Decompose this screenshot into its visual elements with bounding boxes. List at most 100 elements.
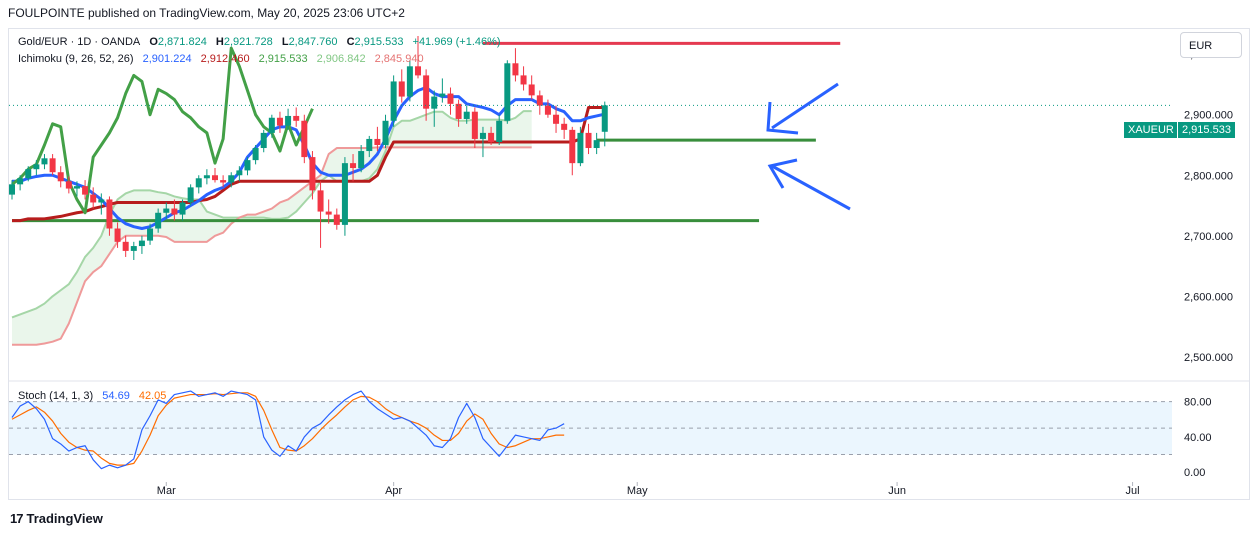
price-tick-label: 2,600.000 <box>1184 291 1233 303</box>
time-tick-label: May <box>627 485 648 497</box>
candle-body <box>252 148 259 161</box>
candle-body <box>82 186 89 195</box>
candle-body <box>212 175 218 181</box>
candle-body <box>317 190 324 212</box>
candle-body <box>25 169 32 179</box>
symbol-price-tag: XAUEUR <box>1124 122 1178 138</box>
stoch-label[interactable]: Stoch (14, 1, 3) <box>18 390 94 402</box>
candle-body <box>382 120 389 145</box>
candle-body <box>601 105 608 132</box>
arrow-lower <box>771 164 851 211</box>
candle-body <box>520 75 527 85</box>
candle-body <box>471 111 478 139</box>
candle-body <box>374 138 381 145</box>
candle-body <box>65 181 72 189</box>
ichimoku-cloud <box>12 111 532 345</box>
candle-body <box>171 208 178 215</box>
ichimoku-spana-value: 2,906.842 <box>316 53 366 65</box>
stoch-k-line <box>11 390 565 470</box>
ichimoku-legend: Ichimoku (9, 26, 52, 26) 2,901.224 2,912… <box>18 53 430 65</box>
candle-body <box>260 132 267 149</box>
candle-body <box>268 117 275 133</box>
ichimoku-label[interactable]: Ichimoku (9, 26, 52, 26) <box>18 53 134 65</box>
symbol-tag-label: XAUEUR <box>1128 124 1174 136</box>
time-tick-label: Mar <box>157 485 176 497</box>
price-tick-label: 2,700.000 <box>1184 231 1233 243</box>
candle-body <box>106 199 113 229</box>
candle-body <box>163 208 170 213</box>
candle-body <box>130 246 137 251</box>
close-value: 2,915.533 <box>354 36 404 48</box>
candle-body <box>147 228 154 241</box>
candle-body <box>122 241 129 251</box>
symbol-legend: Gold/EUR · 1D · OANDA O2,871.824 H2,921.… <box>18 36 507 48</box>
price-tick-label: 2,900.000 <box>1184 110 1233 122</box>
candle-body <box>504 63 511 121</box>
close-label: C <box>346 36 355 48</box>
candle-body <box>447 93 454 104</box>
candle-body <box>423 75 430 109</box>
candle-body <box>293 115 300 121</box>
chikou-span-line <box>11 46 314 215</box>
candle-body <box>57 172 64 182</box>
candle-body <box>479 132 486 139</box>
candle-body <box>406 66 413 97</box>
tradingview-logo-icon: 17 <box>10 511 24 526</box>
candle-body <box>195 178 202 188</box>
time-tick-label: Jul <box>1126 485 1140 497</box>
candle-body <box>488 132 495 142</box>
candle-body <box>90 194 97 203</box>
senkou-span-a-line <box>11 110 532 319</box>
candle-body <box>179 202 186 215</box>
last-price-value: 2,915.533 <box>1182 124 1231 136</box>
senkou-span-b-line <box>12 146 532 346</box>
tradingview-name: TradingView <box>26 511 103 526</box>
stoch-tick-label: 80.00 <box>1184 397 1212 409</box>
candle-body <box>585 132 592 149</box>
stoch-band <box>9 401 1172 455</box>
candle-body <box>187 187 194 203</box>
candle-body <box>553 114 560 124</box>
candle-body <box>301 120 308 158</box>
last-price-tag: 2,915.533 <box>1177 122 1235 138</box>
candle-body <box>455 103 462 119</box>
candle-body <box>496 120 503 142</box>
candle-body <box>341 163 348 225</box>
stoch-d-value: 42.05 <box>138 390 167 402</box>
stoch-legend: Stoch (14, 1, 3) 54.69 42.05 <box>18 390 172 402</box>
price-tick-label: 2,500.000 <box>1184 352 1233 364</box>
ichimoku-chikou-value: 2,915.533 <box>258 53 308 65</box>
candle-body <box>333 214 340 225</box>
candle-body <box>276 117 283 126</box>
time-tick-label: Jun <box>888 485 906 497</box>
candle-body <box>569 129 576 164</box>
candle-body <box>203 175 210 179</box>
candle-body <box>512 63 519 76</box>
candle-body <box>544 105 551 115</box>
candle-body <box>593 140 600 149</box>
candle-body <box>325 211 332 215</box>
arrow-lower-head <box>767 158 798 189</box>
currency-button[interactable]: EUR <box>1180 32 1242 58</box>
candle-body <box>114 228 121 242</box>
candle-body <box>138 240 145 247</box>
stoch-tick-label: 0.00 <box>1184 467 1205 479</box>
candle-body <box>536 95 543 106</box>
arrow-upper <box>771 82 839 130</box>
candle-body <box>561 123 568 130</box>
price-tick-label: 2,800.000 <box>1184 170 1233 182</box>
candle-body <box>309 157 316 191</box>
high-value: 2,921.728 <box>223 36 273 48</box>
candle-body <box>98 199 105 203</box>
candle-body <box>41 158 48 165</box>
candle-body <box>155 212 162 229</box>
candle-body <box>390 81 397 121</box>
open-value: 2,871.824 <box>157 36 207 48</box>
symbol-title[interactable]: Gold/EUR · 1D · OANDA <box>18 36 141 48</box>
candle-body <box>49 158 56 173</box>
time-tick-label: Apr <box>385 485 402 497</box>
ichimoku-spanb-value: 2,845.940 <box>374 53 424 65</box>
tradingview-logo[interactable]: 17 TradingView <box>10 511 103 526</box>
candle-body <box>358 151 365 168</box>
